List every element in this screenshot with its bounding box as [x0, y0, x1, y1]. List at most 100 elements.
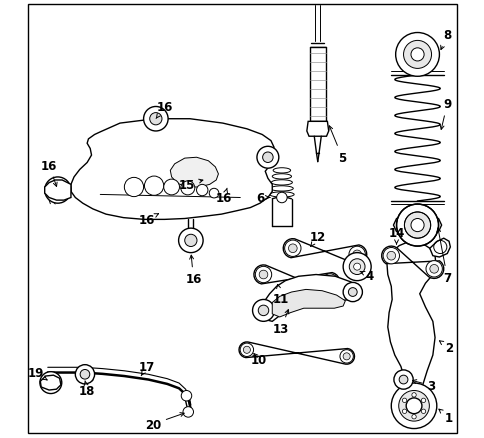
Text: 16: 16 [156, 101, 172, 119]
Circle shape [352, 251, 361, 259]
Polygon shape [429, 239, 450, 258]
Text: 1: 1 [438, 409, 452, 424]
Circle shape [288, 244, 297, 253]
Circle shape [284, 240, 301, 257]
Circle shape [396, 205, 438, 247]
Circle shape [181, 391, 191, 401]
Circle shape [181, 181, 195, 195]
Polygon shape [40, 375, 61, 390]
Text: 2: 2 [439, 341, 452, 354]
Text: 13: 13 [272, 310, 288, 336]
Text: 20: 20 [144, 413, 184, 431]
Circle shape [252, 300, 274, 321]
Polygon shape [283, 239, 366, 265]
Text: 15: 15 [178, 178, 202, 191]
Text: 18: 18 [79, 381, 95, 397]
Circle shape [258, 271, 267, 279]
Circle shape [257, 305, 268, 316]
Circle shape [40, 372, 61, 394]
Circle shape [262, 152, 272, 163]
Circle shape [45, 378, 56, 388]
Text: 16: 16 [138, 213, 158, 226]
Circle shape [240, 343, 253, 357]
Text: 11: 11 [272, 285, 288, 305]
Circle shape [348, 259, 364, 275]
Text: 12: 12 [309, 231, 325, 247]
Circle shape [404, 212, 430, 239]
Text: 16: 16 [185, 256, 201, 286]
Text: 5: 5 [328, 127, 346, 164]
Circle shape [410, 219, 423, 232]
Polygon shape [306, 122, 328, 137]
Circle shape [184, 235, 197, 247]
Circle shape [255, 267, 271, 283]
Circle shape [402, 409, 406, 413]
Text: 14: 14 [388, 226, 404, 245]
Circle shape [150, 113, 162, 126]
Circle shape [410, 49, 423, 62]
Circle shape [342, 353, 349, 360]
Circle shape [402, 398, 406, 403]
Polygon shape [309, 48, 325, 122]
Circle shape [348, 288, 356, 297]
Circle shape [325, 278, 333, 286]
Circle shape [339, 350, 353, 363]
Circle shape [209, 189, 218, 198]
Circle shape [393, 370, 412, 389]
Circle shape [80, 370, 90, 379]
Circle shape [182, 407, 193, 417]
Circle shape [403, 41, 431, 69]
Text: 9: 9 [439, 98, 451, 130]
Circle shape [143, 107, 168, 132]
Circle shape [353, 264, 360, 271]
Circle shape [411, 393, 415, 397]
Polygon shape [381, 247, 443, 279]
Circle shape [51, 184, 64, 197]
Circle shape [395, 33, 439, 77]
Text: 4: 4 [359, 269, 373, 282]
Circle shape [321, 274, 337, 290]
Circle shape [75, 365, 94, 384]
Text: 16: 16 [215, 189, 232, 205]
Circle shape [348, 247, 364, 263]
Polygon shape [254, 265, 339, 292]
Circle shape [257, 147, 278, 169]
Circle shape [421, 409, 425, 413]
Polygon shape [386, 242, 435, 397]
Text: 10: 10 [251, 353, 267, 366]
Circle shape [421, 398, 425, 403]
Polygon shape [45, 180, 71, 201]
Text: 6: 6 [256, 191, 269, 205]
Text: 8: 8 [440, 29, 451, 50]
Circle shape [398, 391, 428, 421]
Text: 19: 19 [28, 366, 47, 380]
Circle shape [45, 177, 71, 204]
Polygon shape [258, 275, 356, 321]
Text: 17: 17 [139, 360, 155, 376]
Text: 16: 16 [41, 159, 57, 187]
Circle shape [386, 252, 395, 261]
Polygon shape [272, 290, 345, 317]
Circle shape [382, 248, 399, 264]
Circle shape [429, 265, 438, 274]
Circle shape [391, 383, 436, 428]
Polygon shape [71, 120, 273, 220]
Polygon shape [170, 158, 218, 187]
Circle shape [276, 193, 287, 203]
Circle shape [124, 178, 143, 197]
Circle shape [343, 253, 370, 281]
Text: 3: 3 [412, 379, 435, 392]
Circle shape [164, 180, 179, 195]
Text: 7: 7 [436, 229, 451, 284]
Polygon shape [239, 342, 354, 364]
Circle shape [144, 177, 164, 196]
Polygon shape [393, 215, 441, 236]
Circle shape [405, 398, 421, 414]
Circle shape [343, 283, 362, 302]
Circle shape [196, 185, 208, 196]
Circle shape [243, 346, 250, 353]
Circle shape [178, 229, 203, 253]
Circle shape [425, 261, 441, 277]
Circle shape [398, 375, 407, 384]
Circle shape [411, 415, 415, 419]
